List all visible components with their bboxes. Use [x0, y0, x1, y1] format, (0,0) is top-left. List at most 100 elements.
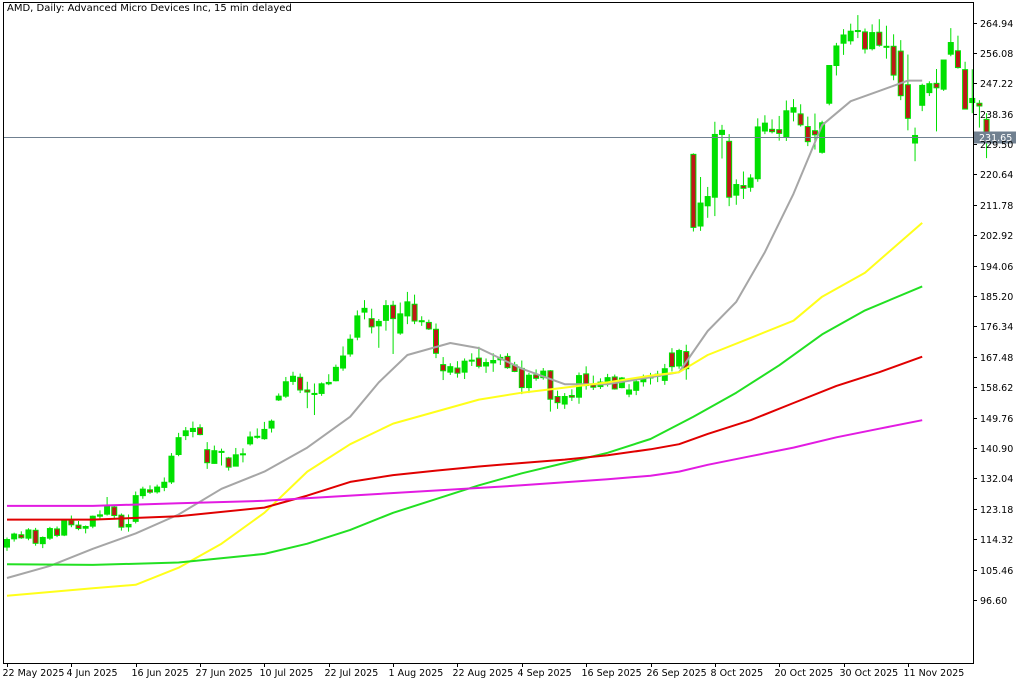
- candle[interactable]: [68, 515, 75, 528]
- candle[interactable]: [518, 360, 525, 395]
- candle[interactable]: [740, 171, 747, 199]
- candle[interactable]: [89, 515, 96, 529]
- candle[interactable]: [154, 484, 161, 494]
- candle[interactable]: [690, 153, 697, 232]
- candle[interactable]: [525, 372, 532, 394]
- candle[interactable]: [797, 104, 804, 127]
- candle[interactable]: [869, 24, 876, 51]
- candle[interactable]: [926, 81, 933, 97]
- candle[interactable]: [976, 100, 983, 128]
- candle[interactable]: [962, 61, 969, 110]
- candle[interactable]: [161, 477, 168, 492]
- candle[interactable]: [425, 319, 432, 330]
- candle[interactable]: [783, 100, 790, 141]
- candle[interactable]: [790, 99, 797, 122]
- candle[interactable]: [46, 526, 53, 540]
- candle[interactable]: [433, 323, 439, 359]
- candle[interactable]: [325, 374, 332, 386]
- candle[interactable]: [876, 19, 883, 47]
- candle[interactable]: [282, 376, 289, 398]
- candle[interactable]: [168, 453, 175, 484]
- candle[interactable]: [776, 115, 783, 141]
- candle[interactable]: [440, 357, 447, 381]
- candle[interactable]: [769, 119, 776, 134]
- candle[interactable]: [626, 384, 633, 398]
- candle[interactable]: [833, 42, 840, 76]
- candle[interactable]: [340, 346, 347, 371]
- candle[interactable]: [297, 373, 304, 394]
- candle[interactable]: [726, 134, 733, 207]
- candle[interactable]: [147, 485, 153, 494]
- candle[interactable]: [311, 383, 318, 416]
- candle[interactable]: [933, 68, 940, 132]
- candle[interactable]: [411, 294, 418, 325]
- candle[interactable]: [547, 370, 554, 412]
- candle[interactable]: [18, 531, 25, 539]
- candle[interactable]: [25, 528, 32, 541]
- candle[interactable]: [204, 442, 211, 469]
- candle[interactable]: [404, 291, 411, 325]
- candle[interactable]: [840, 29, 847, 55]
- candle[interactable]: [375, 318, 382, 348]
- candle[interactable]: [454, 361, 461, 378]
- candle[interactable]: [490, 353, 497, 372]
- candle[interactable]: [919, 83, 926, 112]
- candle[interactable]: [561, 393, 568, 409]
- candle[interactable]: [111, 505, 118, 519]
- candle[interactable]: [697, 176, 704, 231]
- candle[interactable]: [118, 513, 125, 531]
- candle[interactable]: [590, 375, 597, 390]
- candle[interactable]: [418, 316, 425, 326]
- candle[interactable]: [182, 427, 189, 441]
- candle[interactable]: [862, 28, 868, 54]
- candle[interactable]: [761, 115, 768, 135]
- candle[interactable]: [211, 445, 218, 464]
- candle[interactable]: [382, 300, 389, 331]
- candle[interactable]: [232, 447, 239, 467]
- candle[interactable]: [139, 486, 146, 499]
- candle[interactable]: [804, 116, 811, 147]
- candle[interactable]: [54, 526, 61, 538]
- candle[interactable]: [576, 372, 582, 404]
- candle[interactable]: [239, 448, 246, 463]
- candle[interactable]: [61, 519, 68, 537]
- candle[interactable]: [4, 537, 10, 551]
- candle[interactable]: [368, 308, 375, 334]
- candle[interactable]: [304, 381, 311, 409]
- candle[interactable]: [969, 69, 976, 114]
- candle[interactable]: [704, 186, 711, 218]
- candle[interactable]: [347, 334, 354, 357]
- candle[interactable]: [332, 364, 339, 382]
- candle[interactable]: [290, 371, 296, 385]
- candle[interactable]: [197, 424, 204, 436]
- candle[interactable]: [361, 300, 368, 320]
- candle[interactable]: [568, 389, 575, 401]
- candle[interactable]: [854, 15, 861, 39]
- candle[interactable]: [390, 300, 397, 354]
- candle[interactable]: [826, 65, 833, 106]
- candle[interactable]: [897, 40, 904, 101]
- candle[interactable]: [96, 510, 103, 520]
- candle[interactable]: [754, 118, 761, 182]
- candle[interactable]: [318, 382, 325, 396]
- candle[interactable]: [912, 127, 919, 162]
- candle[interactable]: [904, 54, 911, 131]
- candle[interactable]: [554, 390, 561, 409]
- candle[interactable]: [75, 521, 82, 531]
- candle[interactable]: [254, 428, 261, 439]
- candle[interactable]: [475, 346, 482, 369]
- candle[interactable]: [954, 35, 961, 69]
- candle[interactable]: [719, 124, 725, 159]
- candle[interactable]: [540, 368, 547, 380]
- candle[interactable]: [82, 525, 89, 534]
- candle[interactable]: [633, 378, 640, 396]
- candle[interactable]: [483, 358, 490, 373]
- candle[interactable]: [275, 393, 282, 401]
- candle[interactable]: [676, 348, 683, 369]
- candle[interactable]: [747, 174, 754, 192]
- candle[interactable]: [397, 302, 404, 335]
- candle[interactable]: [175, 432, 182, 457]
- candle[interactable]: [218, 448, 225, 466]
- candle[interactable]: [261, 421, 268, 440]
